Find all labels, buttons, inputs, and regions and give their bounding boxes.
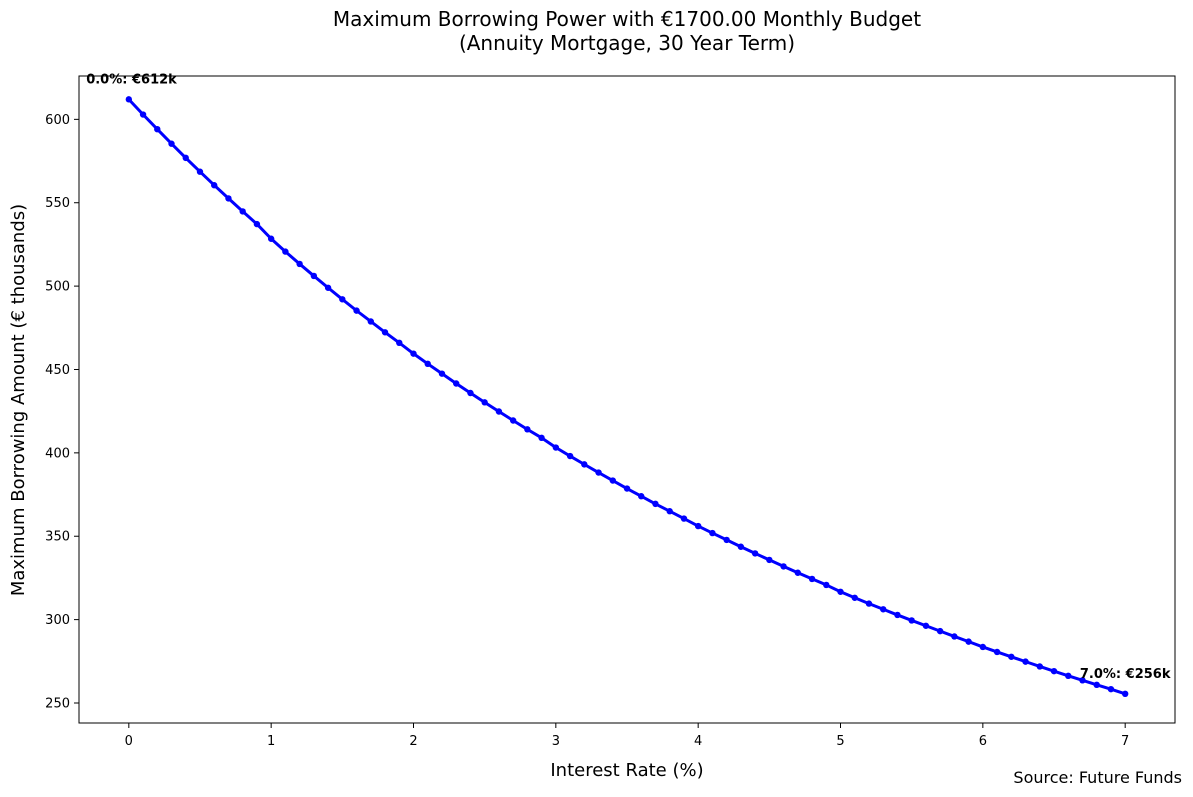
y-tick-label: 250 (45, 696, 70, 711)
data-point (381, 329, 389, 336)
data-point (922, 622, 930, 629)
data-annotation: 7.0%: €256k (1080, 667, 1171, 682)
data-point (211, 182, 218, 189)
data-point (880, 606, 887, 613)
x-tick-label: 6 (979, 734, 987, 749)
data-point (723, 536, 730, 544)
data-point (424, 360, 431, 368)
data-point (239, 208, 246, 215)
data-point (751, 550, 759, 557)
data-point (495, 408, 503, 415)
data-point (253, 220, 261, 228)
x-tick-label: 5 (836, 734, 844, 749)
data-point (367, 318, 374, 325)
plot-area: 0 1 2 3 4 5 6 7 250 300 350 400 450 500 550 600 0.0%: €6… (45, 72, 1176, 749)
y-axis-label: Maximum Borrowing Amount (€ thousands) (8, 204, 29, 596)
x-tick-label: 0 (125, 734, 133, 749)
data-point (652, 500, 659, 508)
data-point (154, 125, 161, 133)
data-point (965, 638, 972, 645)
data-point (808, 575, 816, 583)
x-tick-label: 4 (694, 734, 702, 749)
data-point (766, 556, 773, 564)
data-point (396, 339, 403, 347)
y-tick-label: 400 (45, 446, 70, 461)
data-point (737, 543, 745, 550)
data-point (182, 154, 189, 162)
data-point (524, 426, 531, 433)
y-tick-label: 350 (45, 530, 70, 545)
data-point (438, 370, 446, 377)
data-point (296, 260, 303, 268)
data-point (993, 648, 1001, 656)
x-axis-label: Interest Rate (%) (550, 760, 703, 781)
data-point (638, 493, 645, 500)
series-line (127, 98, 1126, 696)
data-point (125, 96, 133, 103)
source-note: Source: Future Funds (1013, 768, 1182, 787)
data-point (1107, 685, 1115, 693)
data-point (481, 399, 488, 406)
y-tick-label: 550 (45, 196, 70, 211)
x-tick-label: 1 (267, 734, 275, 749)
data-point (196, 168, 204, 175)
data-point (780, 563, 787, 570)
data-point (823, 581, 830, 589)
data-point (666, 508, 673, 515)
data-point (452, 380, 460, 387)
y-tick-label: 450 (45, 363, 70, 378)
chart-title-line1: Maximum Borrowing Power with €1700.00 Mo… (333, 7, 921, 31)
data-point (709, 529, 716, 537)
data-point (979, 643, 987, 651)
x-tick-label: 2 (409, 734, 417, 749)
data-point (324, 284, 332, 291)
data-point (552, 444, 560, 451)
data-point (1036, 663, 1043, 670)
x-tick-label: 3 (552, 734, 560, 749)
data-point (908, 617, 915, 624)
x-tick-label: 7 (1121, 734, 1129, 749)
data-point (894, 611, 901, 619)
data-point (339, 296, 346, 303)
data-point (680, 515, 688, 522)
data-point (623, 485, 631, 492)
chart-title-line2: (Annuity Mortgage, 30 Year Term) (459, 31, 795, 55)
data-point (467, 389, 474, 397)
data-point (581, 461, 588, 468)
y-tick-label: 600 (45, 113, 70, 128)
data-point (1079, 677, 1086, 684)
data-point (139, 111, 147, 118)
data-point (837, 588, 844, 595)
data-point (566, 452, 574, 460)
y-tick-label: 300 (45, 613, 70, 628)
data-point (1121, 690, 1129, 698)
data-point (168, 140, 175, 147)
data-point (282, 248, 289, 255)
data-point (410, 350, 417, 357)
plot-frame (78, 75, 1176, 724)
data-point (694, 522, 702, 530)
data-point (595, 469, 602, 476)
data-point (1065, 672, 1072, 680)
data-point (538, 434, 545, 442)
data-point (1050, 667, 1058, 675)
data-point (310, 272, 318, 280)
y-tick-label: 500 (45, 280, 70, 295)
data-point (225, 195, 232, 202)
data-point (353, 307, 360, 314)
data-point (267, 235, 275, 242)
data-point (1008, 653, 1015, 660)
data-point (509, 417, 517, 424)
data-point (1093, 681, 1100, 689)
data-annotation: 0.0%: €612k (86, 72, 177, 87)
data-point (1022, 658, 1029, 665)
data-point (865, 600, 873, 607)
data-point (609, 477, 616, 484)
data-point (951, 633, 958, 640)
data-point (794, 569, 802, 576)
data-point (851, 594, 858, 601)
data-point (936, 627, 944, 635)
